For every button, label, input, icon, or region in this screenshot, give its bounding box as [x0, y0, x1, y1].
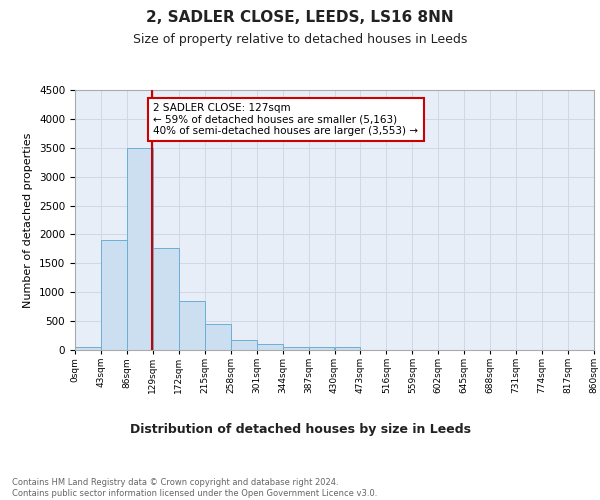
Bar [179, 302, 205, 350]
Text: 2, SADLER CLOSE, LEEDS, LS16 8NN: 2, SADLER CLOSE, LEEDS, LS16 8NN [146, 10, 454, 25]
Bar [308, 347, 335, 350]
Bar [230, 340, 257, 350]
Bar [75, 347, 101, 350]
Bar [127, 148, 153, 350]
Y-axis label: Number of detached properties: Number of detached properties [23, 132, 34, 308]
Text: Contains HM Land Registry data © Crown copyright and database right 2024.
Contai: Contains HM Land Registry data © Crown c… [12, 478, 377, 498]
Text: Size of property relative to detached houses in Leeds: Size of property relative to detached ho… [133, 32, 467, 46]
Bar [153, 248, 179, 350]
Bar [205, 324, 230, 350]
Text: 2 SADLER CLOSE: 127sqm
← 59% of detached houses are smaller (5,163)
40% of semi-: 2 SADLER CLOSE: 127sqm ← 59% of detached… [154, 102, 418, 136]
Bar [335, 347, 361, 350]
Bar [101, 240, 127, 350]
Bar [257, 344, 283, 350]
Text: Distribution of detached houses by size in Leeds: Distribution of detached houses by size … [130, 422, 470, 436]
Bar [283, 346, 308, 350]
